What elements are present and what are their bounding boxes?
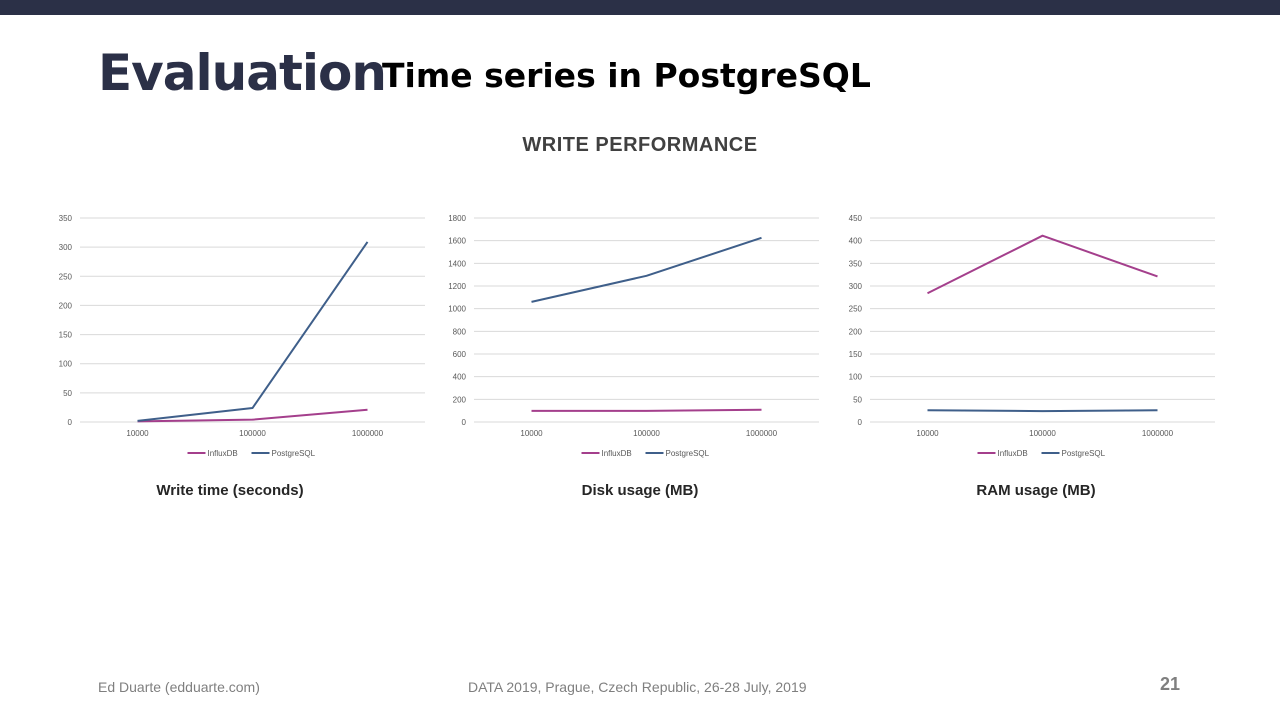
y-tick-label: 450 (849, 214, 863, 223)
chart-ram-usage-svg: 0 50 100 150 200 250 300 350 400 450 10000 100000 10… (849, 214, 1215, 458)
x-tick-label: 10000 (126, 429, 149, 438)
y-tick-label: 350 (849, 259, 863, 268)
slide-subtitle: Time series in PostgreSQL (382, 56, 871, 95)
chart-write-time: 0 50 100 150 200 250 300 350 10000 100000 1000000 I… (40, 205, 430, 465)
series-line-postgresql (137, 241, 369, 422)
x-tick-label: 10000 (916, 429, 939, 438)
legend-label-influxdb: InfluxDB (208, 449, 238, 458)
top-accent-bar (0, 0, 1280, 15)
y-tick-label: 300 (849, 282, 863, 291)
chart-ram-usage: 0 50 100 150 200 250 300 350 400 450 10000 100000 10… (830, 205, 1220, 465)
y-tick-label: 400 (849, 237, 863, 246)
x-tick-label: 100000 (1029, 429, 1056, 438)
y-tick-label: 0 (858, 418, 863, 427)
y-tick-label: 1800 (448, 214, 466, 223)
y-tick-label: 100 (59, 360, 73, 369)
y-tick-label: 250 (849, 305, 863, 314)
legend-label-influxdb: InfluxDB (998, 449, 1028, 458)
footer-conference: DATA 2019, Prague, Czech Republic, 26-28… (468, 679, 807, 695)
page-number: 21 (1160, 674, 1181, 694)
y-tick-label: 300 (59, 243, 73, 252)
caption-disk-usage: Disk usage (MB) (581, 482, 699, 499)
y-tick-label: 50 (853, 395, 862, 404)
y-tick-label: 0 (462, 418, 467, 427)
legend-label-postgresql: PostgreSQL (666, 449, 710, 458)
y-tick-label: 100 (849, 373, 863, 382)
y-tick-label: 200 (849, 327, 863, 336)
y-tick-label: 200 (59, 301, 73, 310)
series-line-influxdb (531, 408, 762, 412)
slide-title: Evaluation (98, 44, 387, 102)
legend-label-influxdb: InfluxDB (602, 449, 632, 458)
y-tick-label: 200 (453, 395, 467, 404)
caption-write-time: Write time (seconds) (156, 482, 304, 499)
y-tick-label: 400 (453, 373, 467, 382)
series-line-influxdb (927, 234, 1158, 295)
x-tick-label: 10000 (520, 429, 543, 438)
section-heading: WRITE PERFORMANCE (522, 134, 758, 156)
x-tick-label: 1000000 (1142, 429, 1174, 438)
series-line-postgresql (531, 236, 762, 303)
x-tick-label: 1000000 (352, 429, 384, 438)
x-tick-label: 100000 (239, 429, 266, 438)
y-tick-label: 1000 (448, 305, 466, 314)
series-line-postgresql (927, 409, 1158, 413)
y-tick-label: 150 (59, 331, 73, 340)
chart-disk-usage: 0 200 400 600 800 1000 1200 1400 1600 1800 10000 10… (434, 205, 824, 465)
caption-ram-usage: RAM usage (MB) (976, 482, 1096, 499)
x-tick-label: 1000000 (746, 429, 778, 438)
x-tick-label: 100000 (633, 429, 660, 438)
footer-author: Ed Duarte (edduarte.com) (98, 679, 260, 695)
y-tick-label: 150 (849, 350, 863, 359)
y-tick-label: 1600 (448, 237, 466, 246)
y-tick-label: 1400 (448, 259, 466, 268)
chart-write-time-svg: 0 50 100 150 200 250 300 350 10000 100000 1000000 I… (59, 214, 425, 458)
chart-disk-usage-svg: 0 200 400 600 800 1000 1200 1400 1600 1800 10000 10… (448, 214, 819, 458)
y-tick-label: 800 (453, 327, 467, 336)
y-tick-label: 50 (63, 389, 72, 398)
y-tick-label: 250 (59, 272, 73, 281)
y-tick-label: 0 (68, 418, 73, 427)
legend-label-postgresql: PostgreSQL (1062, 449, 1106, 458)
y-tick-label: 600 (453, 350, 467, 359)
series-line-influxdb (137, 408, 368, 423)
y-tick-label: 350 (59, 214, 73, 223)
y-tick-label: 1200 (448, 282, 466, 291)
legend-label-postgresql: PostgreSQL (272, 449, 316, 458)
